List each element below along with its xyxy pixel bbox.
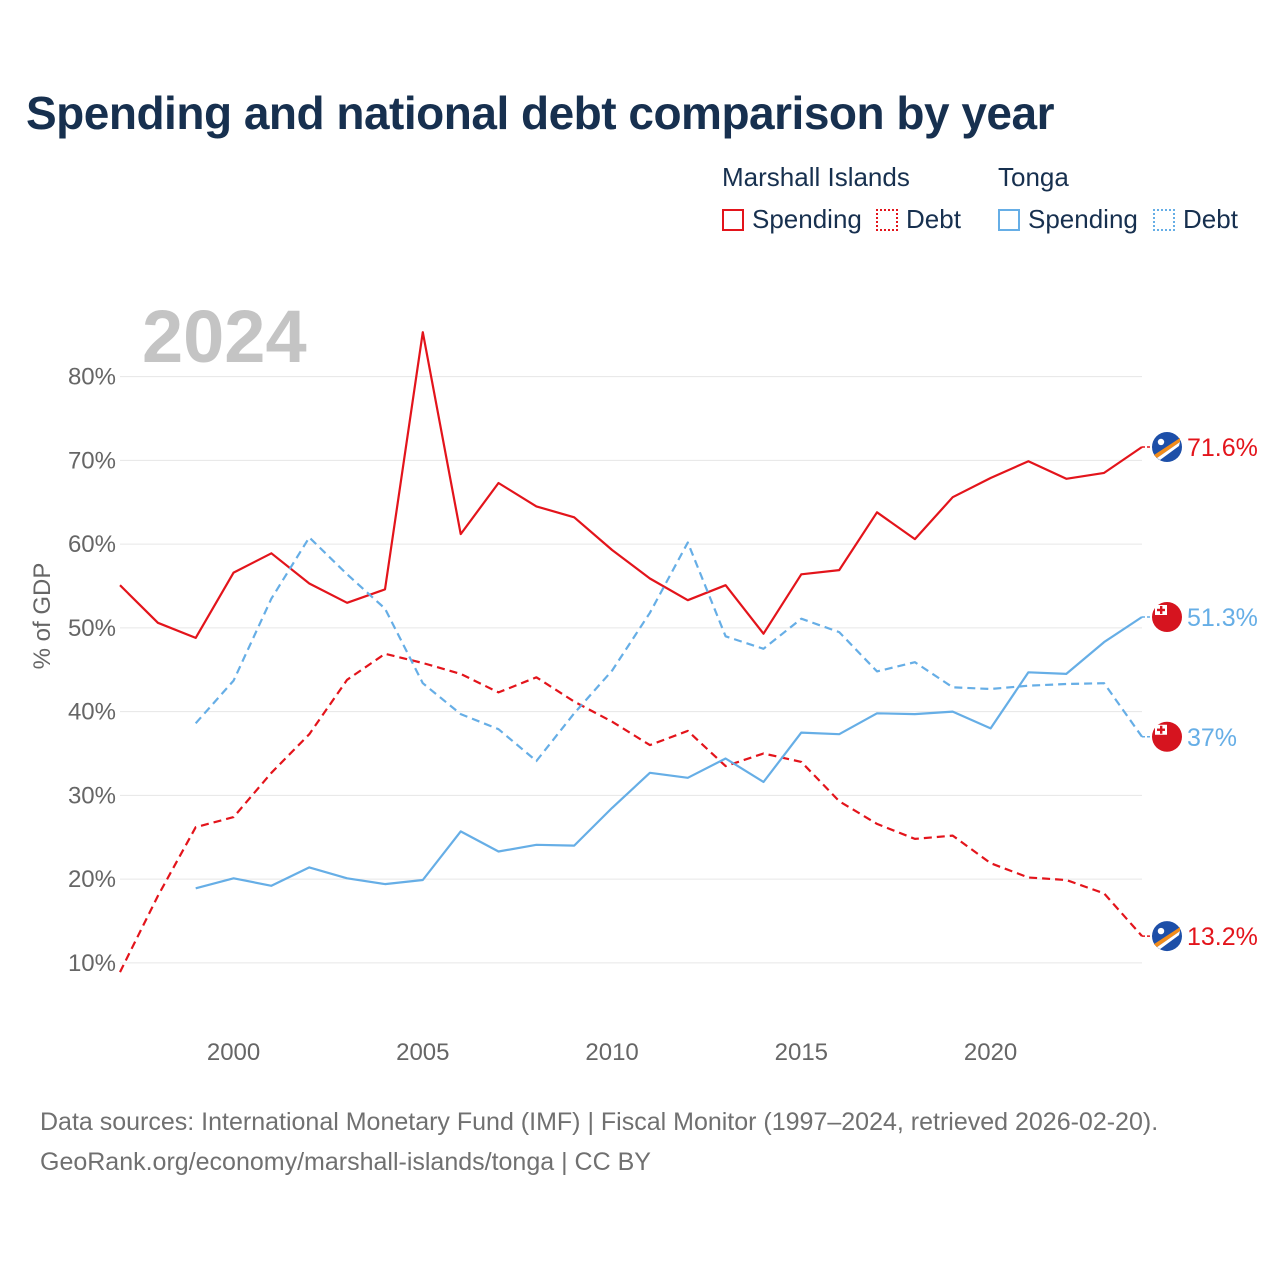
legend-label: Debt (906, 204, 961, 234)
legend-marshall-debt[interactable]: Debt (876, 204, 961, 235)
x-tick-label: 2010 (585, 1039, 638, 1066)
series-line-tonga-debt[interactable] (194, 536, 1143, 763)
legend-group-marshall-islands: Marshall Islands (722, 162, 910, 192)
x-axis-ticks: 2000 2005 2010 2015 2020 (207, 1039, 1017, 1066)
x-tick-label: 2005 (396, 1039, 449, 1066)
y-tick-label: 50% (68, 615, 116, 642)
end-markers: 71.6% 13.2% 51.3% 37% (1142, 431, 1258, 952)
legend-swatch-solid-blue (998, 208, 1020, 231)
end-value-label: 51.3% (1187, 604, 1258, 632)
legend-swatch-solid-red (722, 208, 744, 231)
legend-swatch-dotted-red (876, 208, 898, 231)
y-tick-label: 70% (68, 447, 116, 474)
marshall-islands-flag-icon (1152, 431, 1182, 462)
y-tick-label: 40% (68, 699, 116, 726)
y-axis-label: % of GDP (29, 563, 56, 670)
y-tick-label: 20% (68, 866, 116, 893)
y-tick-label: 60% (68, 531, 116, 558)
marshall-islands-flag-icon (1152, 921, 1182, 952)
legend-label: Spending (752, 204, 862, 234)
legend-label: Spending (1028, 204, 1138, 234)
legend-label: Debt (1183, 204, 1238, 234)
x-tick-label: 2000 (207, 1039, 260, 1066)
end-value-label: 13.2% (1187, 923, 1258, 951)
grid-layer (120, 376, 1142, 964)
tonga-flag-icon (1152, 721, 1182, 752)
legend-tonga-debt[interactable]: Debt (1153, 204, 1238, 235)
year-watermark: 2024 (142, 295, 307, 378)
legend-marshall-spending[interactable]: Spending (722, 204, 862, 235)
y-axis-ticks: 10% 20% 30% 40% 50% 60% 70% 80% (68, 364, 116, 977)
series-line-marshall-islands-spending[interactable] (119, 331, 1143, 640)
legend-tonga-spending[interactable]: Spending (998, 204, 1138, 235)
legend-group-tonga: Tonga (998, 162, 1069, 192)
footer-attribution: GeoRank.org/economy/marshall-islands/ton… (40, 1148, 651, 1176)
series-layer (119, 331, 1143, 973)
legend-swatch-dotted-blue (1153, 208, 1175, 231)
x-tick-label: 2015 (775, 1039, 828, 1066)
chart-title: Spending and national debt comparison by… (26, 87, 1055, 139)
end-value-label: 37% (1187, 724, 1237, 752)
y-tick-label: 30% (68, 782, 116, 809)
x-tick-label: 2020 (964, 1039, 1017, 1066)
footer-sources: Data sources: International Monetary Fun… (40, 1108, 1159, 1136)
series-line-tonga-spending[interactable] (195, 616, 1143, 890)
tonga-flag-icon (1152, 601, 1182, 632)
end-value-label: 71.6% (1187, 434, 1258, 462)
y-tick-label: 10% (68, 950, 116, 977)
y-tick-label: 80% (68, 364, 116, 391)
series-line-marshall-islands-debt[interactable] (119, 652, 1143, 973)
